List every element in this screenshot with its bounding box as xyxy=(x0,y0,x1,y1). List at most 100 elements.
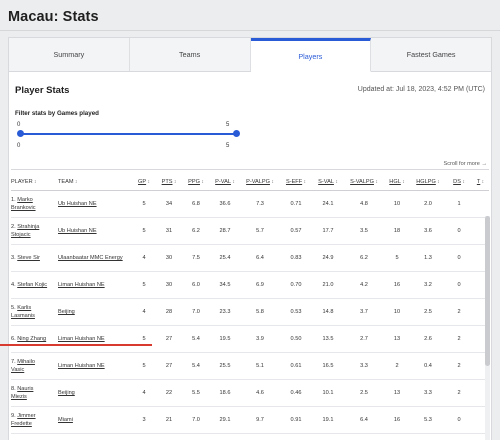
player-name-link[interactable]: Marko xyxy=(17,197,33,203)
table-row[interactable]: 1. Marko Brankovic Ub Huishan NE 5 34 6.8 36.6… xyxy=(11,190,489,218)
stat-cell-t xyxy=(472,298,489,326)
tab-players[interactable]: Players xyxy=(250,38,372,72)
table-row[interactable]: 6. Ning Zhang Liman Huishan NE 5 27 5.4 19.5 3… xyxy=(11,325,489,353)
player-name-link[interactable]: Stefan Kojic xyxy=(17,282,48,288)
team-link[interactable]: Ub Huishan NE xyxy=(58,201,97,207)
stat-cell-sval: 24.9 xyxy=(312,244,344,272)
column-header-p-valpg[interactable]: P-VALPG ↕ xyxy=(240,174,280,191)
tab-summary[interactable]: Summary xyxy=(9,38,130,71)
player-name-link[interactable]: Karlis xyxy=(17,305,32,311)
player-name-link[interactable]: Jimmer xyxy=(17,413,36,419)
player-name-link[interactable]: Strahinja xyxy=(17,224,40,230)
stat-cell-pts: 30 xyxy=(156,244,182,272)
player-surname-link[interactable]: Brankovic xyxy=(11,205,36,211)
stat-cell-hgl: 5 xyxy=(384,244,410,272)
stat-cell-hgl: 16 xyxy=(384,271,410,299)
sort-icon[interactable]: ↕ xyxy=(480,179,485,185)
player-rank: 4. xyxy=(11,282,16,288)
player-surname-link[interactable]: Fredette xyxy=(11,421,32,427)
player-name-cell: 4. Stefan Kojic xyxy=(11,271,58,299)
column-header-ds[interactable]: DS ↕ xyxy=(446,174,472,191)
stat-cell-sval: 21.0 xyxy=(312,271,344,299)
team-link[interactable]: Miami xyxy=(58,417,73,423)
slider-min-handle[interactable] xyxy=(17,130,24,137)
stat-cell-t xyxy=(472,379,489,407)
sort-icon[interactable]: ↕ xyxy=(73,179,78,185)
scroll-for-more-hint: Scroll for more → xyxy=(443,161,487,167)
team-link[interactable]: Ub Huishan NE xyxy=(58,228,97,234)
sort-icon[interactable]: ↕ xyxy=(373,179,378,185)
tab-bar: Summary Teams Players Fastest Games xyxy=(9,38,491,72)
stat-cell-pts: 22 xyxy=(156,379,182,407)
stat-cell-gp: 5 xyxy=(132,271,156,299)
team-link[interactable]: Beijing xyxy=(58,309,75,315)
sort-icon[interactable]: ↕ xyxy=(32,179,37,185)
sort-icon[interactable]: ↕ xyxy=(269,179,274,185)
sort-icon[interactable]: ↕ xyxy=(302,179,307,185)
player-name-cell: 5. Karlis Lasmanis xyxy=(11,298,58,326)
column-header-pts[interactable]: PTS ↕ xyxy=(156,174,182,191)
player-rank: 1. xyxy=(11,197,16,203)
player-name-link[interactable]: Mihailo xyxy=(17,359,35,365)
sort-icon[interactable]: ↕ xyxy=(460,179,465,185)
sort-icon[interactable]: ↕ xyxy=(400,179,405,185)
slider-max-handle[interactable] xyxy=(233,130,240,137)
table-row[interactable]: 2. Strahinja Stojacic Ub Huishan NE 5 31 6.2 2… xyxy=(11,217,489,245)
sort-icon[interactable]: ↕ xyxy=(146,179,150,185)
table-row[interactable]: 7. Mihailo Vasic Liman Huishan NE 5 27 5.4 25.… xyxy=(11,352,489,380)
team-cell: Liman Huishan NE xyxy=(58,325,132,353)
stat-cell-pts: 27 xyxy=(156,325,182,353)
stat-cell-pval: 28.7 xyxy=(210,217,240,245)
sort-icon[interactable]: ↕ xyxy=(435,179,440,185)
column-header-hglpg[interactable]: HGLPG ↕ xyxy=(410,174,446,191)
table-scrollbar-thumb[interactable] xyxy=(485,216,490,366)
player-surname-link[interactable]: Lasmanis xyxy=(11,313,35,319)
table-row[interactable]: 9. Jimmer Fredette Miami 3 21 7.0 29.1 9.7 0.91 1… xyxy=(11,406,489,434)
stat-cell-ds: 0 xyxy=(446,217,472,245)
table-row[interactable]: 3. Steve Sir Ulaanbaatar MMC Energy 4 30 7.5… xyxy=(11,244,489,272)
sort-icon[interactable]: ↕ xyxy=(333,179,338,185)
tab-teams[interactable]: Teams xyxy=(130,38,251,71)
column-header-team[interactable]: TEAM ↕ xyxy=(58,174,132,191)
column-header-p-val[interactable]: P-VAL ↕ xyxy=(210,174,240,191)
team-link[interactable]: Ulaanbaatar MMC Energy xyxy=(58,255,123,261)
table-row[interactable]: 4. Stefan Kojic Liman Huishan NE 5 30 6.0 34.… xyxy=(11,271,489,299)
player-name-link[interactable]: Ning Zhang xyxy=(17,336,47,342)
team-link[interactable]: Liman Huishan NE xyxy=(58,282,105,288)
column-header-player[interactable]: PLAYER ↕ xyxy=(11,174,58,191)
stat-cell-pvalpg: 6.9 xyxy=(240,271,280,299)
column-header-s-val[interactable]: S-VAL ↕ xyxy=(312,174,344,191)
table-header-row: PLAYER ↕ TEAM ↕ GP ↕ PTS ↕ PPG ↕ P-VAL ↕ P-VAL… xyxy=(11,174,489,191)
stat-cell-ds: 2 xyxy=(446,298,472,326)
stat-cell-ppg: 6.8 xyxy=(182,190,210,218)
player-name-link[interactable]: Nauris xyxy=(17,386,34,392)
player-surname-link[interactable]: Miezis xyxy=(11,394,27,400)
column-header-t[interactable]: T ↕ xyxy=(472,174,489,191)
tab-fastest-games[interactable]: Fastest Games xyxy=(406,50,456,59)
stat-cell-pvalpg: 7.3 xyxy=(240,190,280,218)
sort-icon[interactable]: ↕ xyxy=(172,179,177,185)
column-header-ppg[interactable]: PPG ↕ xyxy=(182,174,210,191)
stat-cell-t xyxy=(472,271,489,299)
games-played-slider-track[interactable] xyxy=(20,133,237,135)
team-link[interactable]: Liman Huishan NE xyxy=(58,363,105,369)
stat-cell-pval: 29.1 xyxy=(210,406,240,434)
team-link[interactable]: Liman Huishan NE xyxy=(58,336,105,342)
table-row[interactable]: 8. Nauris Miezis Beijing 4 22 5.5 18.6 4.6 0.46 1… xyxy=(11,379,489,407)
column-header-hgl[interactable]: HGL ↕ xyxy=(384,174,410,191)
column-header-s-valpg[interactable]: S-VALPG ↕ xyxy=(344,174,384,191)
stat-cell-ppg: 6.0 xyxy=(182,271,210,299)
team-link[interactable]: Beijing xyxy=(58,390,75,396)
player-rank: 6. xyxy=(11,336,16,342)
player-surname-link[interactable]: Vasic xyxy=(11,367,25,373)
stat-cell-t xyxy=(472,406,489,434)
player-name-link[interactable]: Steve Sir xyxy=(17,255,40,261)
sort-icon[interactable]: ↕ xyxy=(230,179,235,185)
sort-icon[interactable]: ↕ xyxy=(199,179,204,185)
column-header-s-eff[interactable]: S-EFF ↕ xyxy=(280,174,312,191)
column-header-gp[interactable]: GP ↕ xyxy=(132,174,156,191)
table-row[interactable]: 5. Karlis Lasmanis Beijing 4 28 7.0 23.3 5.8 0.5… xyxy=(11,298,489,326)
player-surname-link[interactable]: Stojacic xyxy=(11,232,31,238)
stat-cell-hglpg: 3.6 xyxy=(410,217,446,245)
stat-cell-pts: 27 xyxy=(156,352,182,380)
